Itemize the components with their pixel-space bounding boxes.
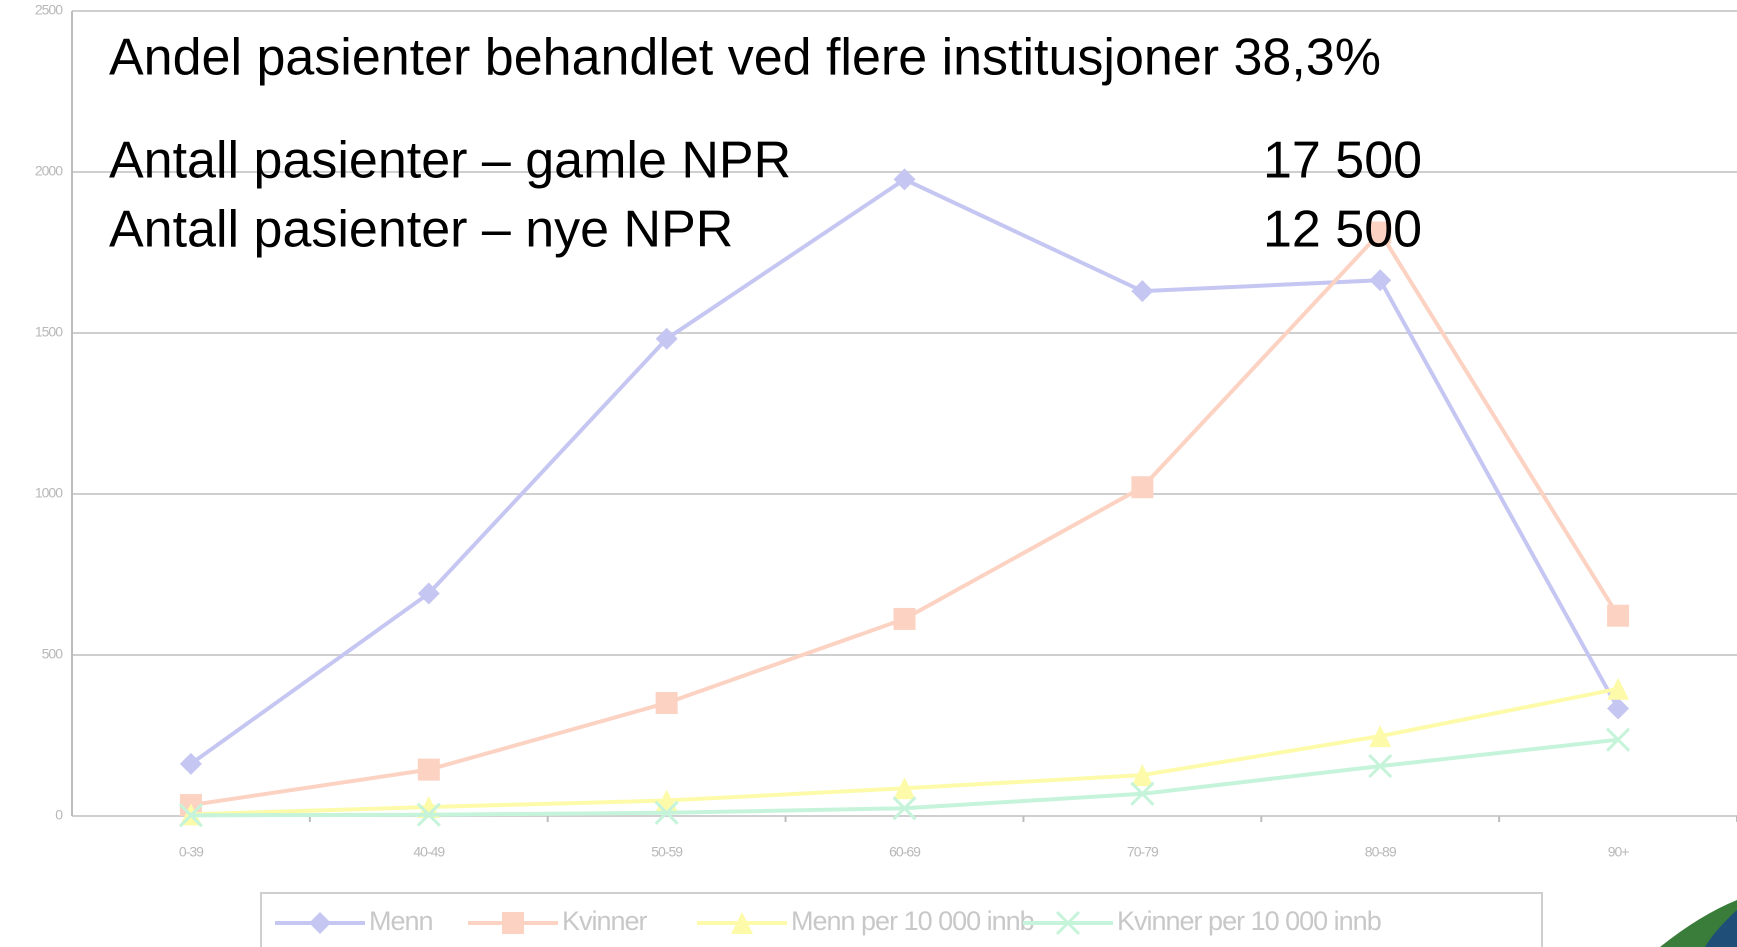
annotation-value: 17 500 — [1263, 132, 1422, 190]
x-tick-label: 80-89 — [1365, 844, 1397, 860]
marker — [417, 582, 440, 605]
y-tick-label: 1500 — [35, 324, 63, 340]
marker — [654, 800, 679, 825]
annotation-value: 12 500 — [1263, 201, 1422, 259]
marker — [1131, 476, 1154, 499]
y-tick-label: 1000 — [35, 485, 63, 501]
marker — [893, 607, 916, 630]
legend-marker — [502, 912, 524, 934]
marker — [1369, 221, 1392, 244]
legend — [260, 892, 1543, 947]
y-tick-label: 2000 — [35, 163, 63, 179]
marker — [1369, 269, 1392, 292]
marker — [893, 777, 916, 800]
y-tick-label: 2500 — [35, 2, 63, 18]
y-tick-label: 0 — [55, 807, 63, 823]
marker — [1369, 725, 1392, 748]
x-tick-label: 0-39 — [179, 844, 204, 860]
marker — [1131, 280, 1154, 303]
marker — [655, 691, 678, 714]
x-tick-label: 70-79 — [1127, 844, 1159, 860]
marker — [416, 802, 441, 827]
marker — [1607, 677, 1630, 700]
marker — [655, 327, 678, 350]
annotation-label: Antall pasienter – gamle NPR — [109, 132, 791, 190]
marker — [417, 795, 440, 818]
marker — [892, 796, 917, 821]
annotation-label: Antall pasienter – nye NPR — [109, 201, 733, 259]
marker — [178, 803, 203, 828]
marker — [179, 752, 202, 775]
legend-label: Menn — [369, 906, 433, 936]
marker — [1131, 764, 1154, 787]
marker — [1130, 781, 1155, 806]
marker — [893, 168, 916, 191]
marker — [1607, 697, 1630, 720]
line — [190, 229, 1620, 808]
legend-label: Kvinner per 10 000 innb — [1117, 906, 1381, 936]
x-tick-label: 60-69 — [889, 844, 921, 860]
marker — [1606, 727, 1631, 752]
marker — [1368, 754, 1393, 779]
x-tick-label: 90+ — [1608, 844, 1630, 860]
x-tick-label: 50-59 — [651, 844, 683, 860]
legend-marker — [309, 912, 331, 934]
y-tick-label: 500 — [42, 646, 64, 662]
x-tick-label: 40-49 — [413, 844, 445, 860]
legend-marker — [731, 912, 753, 934]
legend-marker — [1055, 910, 1081, 936]
legend-label: Kvinner — [562, 906, 648, 936]
chart-title: Andel pasienter behandlet ved flere inst… — [109, 29, 1381, 87]
marker — [417, 758, 440, 781]
marker — [1607, 604, 1630, 627]
legend-label: Menn per 10 000 innb — [791, 906, 1034, 936]
decoration — [1705, 910, 1737, 947]
